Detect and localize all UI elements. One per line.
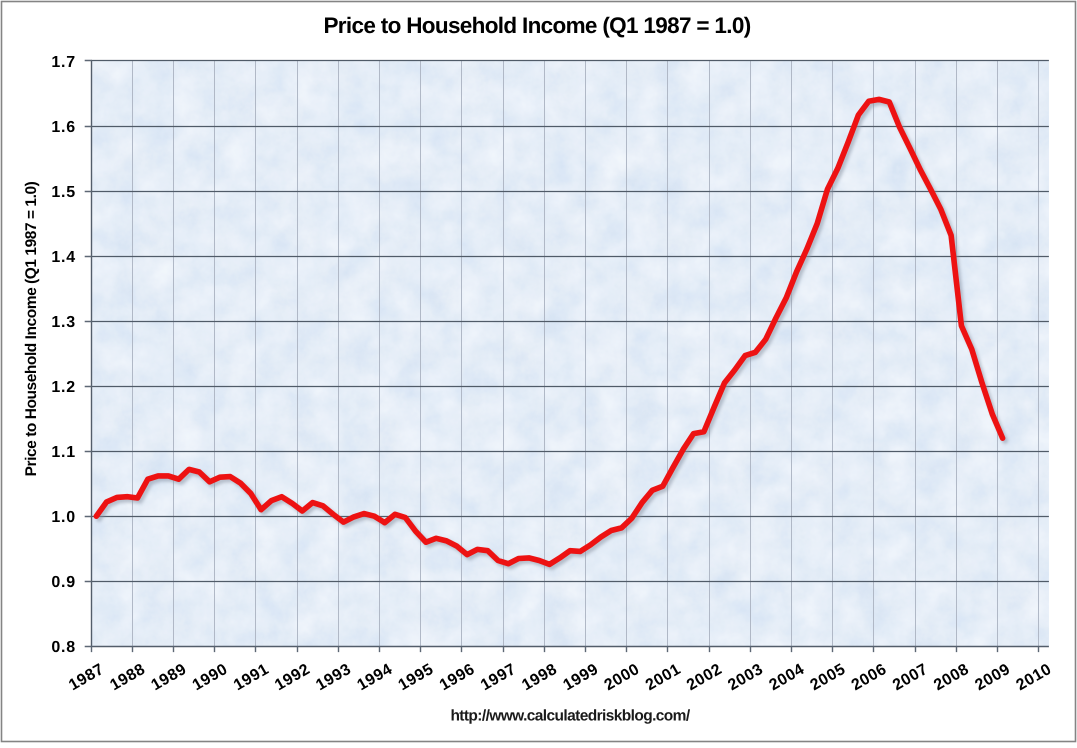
svg-text:0.9: 0.9 [51, 574, 76, 591]
svg-text:1.0: 1.0 [51, 509, 76, 526]
svg-text:Price to Household Income (Q1: Price to Household Income (Q1 1987 = 1.0… [23, 181, 40, 476]
svg-text:1.2: 1.2 [51, 379, 76, 396]
svg-text:1.7: 1.7 [51, 54, 76, 71]
svg-text:0.8: 0.8 [51, 639, 76, 656]
svg-text:1.6: 1.6 [51, 119, 76, 136]
svg-text:1.4: 1.4 [51, 249, 76, 266]
svg-text:1.1: 1.1 [51, 444, 76, 461]
svg-text:1.5: 1.5 [51, 184, 76, 201]
svg-text:http://www.calculatedriskblog.: http://www.calculatedriskblog.com/ [450, 708, 690, 725]
svg-text:1.3: 1.3 [51, 314, 76, 331]
svg-text:Price to Household Income (Q1: Price to Household Income (Q1 1987 = 1.0… [323, 13, 750, 38]
